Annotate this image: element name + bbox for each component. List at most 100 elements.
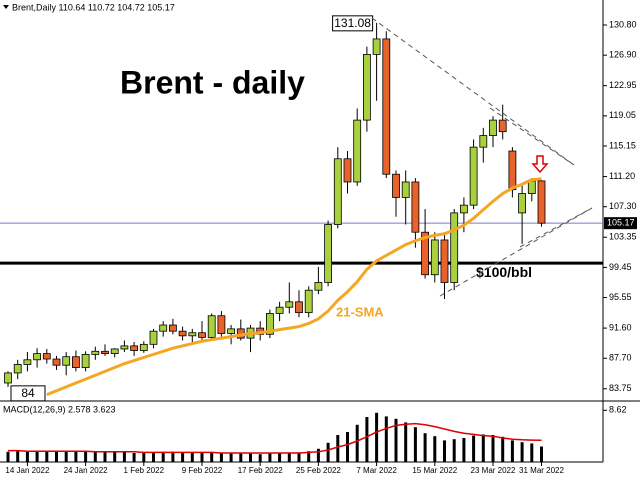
- macd-bar: [113, 452, 117, 462]
- candle-body: [81, 353, 90, 368]
- candle-body: [4, 372, 12, 384]
- trend-line: [371, 17, 575, 166]
- x-tick-label: 9 Feb 2022: [182, 466, 223, 475]
- macd-bar: [35, 450, 39, 462]
- macd-bar: [384, 416, 388, 462]
- trend-line: [489, 107, 575, 166]
- y-tick-label: 130.80: [609, 19, 637, 29]
- candle-body: [149, 330, 158, 345]
- macd-bar: [45, 450, 49, 462]
- candle-body: [168, 324, 177, 332]
- macd-bar: [326, 442, 330, 462]
- y-tick-label: 91.60: [609, 322, 632, 332]
- macd-bar: [152, 452, 155, 462]
- candle-body: [91, 350, 100, 355]
- macd-bar: [278, 453, 282, 462]
- trend-line: [439, 207, 593, 297]
- x-tick-label: 7 Mar 2022: [356, 466, 397, 475]
- macd-bar: [93, 451, 97, 462]
- macd-bar: [365, 417, 369, 462]
- low-box: [10, 385, 46, 402]
- macd-bar: [530, 443, 534, 462]
- sma-line: [46, 177, 542, 396]
- chart-title: Brent - daily: [120, 64, 305, 100]
- candle-body: [489, 119, 497, 136]
- macd-bar: [346, 432, 349, 462]
- candle-body: [421, 231, 430, 276]
- macd-bar: [491, 435, 495, 462]
- macd-bar: [190, 452, 194, 462]
- x-tick-label: 17 Feb 2022: [238, 466, 283, 475]
- y-tick-label: 119.05: [609, 110, 636, 120]
- candle-body: [139, 343, 148, 351]
- macd-bar: [55, 451, 58, 462]
- macd-bar: [132, 453, 136, 462]
- candle-body: [353, 119, 362, 183]
- macd-bar: [171, 451, 175, 462]
- y-tick-label: 122.95: [609, 80, 637, 90]
- candle-body: [198, 332, 206, 338]
- macd-bar: [472, 435, 476, 462]
- candle-body: [178, 330, 187, 337]
- candle-body: [52, 358, 61, 366]
- macd-bar: [404, 422, 408, 462]
- header-icon: [3, 5, 9, 9]
- candle-body: [527, 180, 536, 194]
- x-tick-label: 15 Mar 2022: [412, 466, 457, 475]
- plot-area: 130.80 126.90 122.95 119.05 115.15 111.20 107.…: [0, 15, 637, 475]
- macd-bar: [520, 442, 524, 462]
- y-tick-label: 83.75: [609, 383, 632, 393]
- trend-line: [519, 207, 593, 248]
- candle-body: [207, 315, 216, 338]
- macd-bar: [16, 451, 20, 462]
- y-tick-label: 111.20: [609, 171, 635, 181]
- candle-body: [62, 356, 71, 366]
- macd-bar: [161, 451, 165, 462]
- candle-body: [285, 301, 294, 308]
- y-tick-label: 87.70: [609, 353, 632, 363]
- macd-bar: [122, 452, 126, 462]
- y-tick-label: 115.15: [609, 140, 636, 150]
- x-tick-label: 24 Jan 2022: [64, 466, 109, 475]
- x-tick-label: 25 Feb 2022: [296, 466, 341, 475]
- candle-body: [217, 315, 226, 334]
- last-price-tag: [604, 217, 637, 230]
- down-arrow: [531, 155, 549, 174]
- macd-bar: [462, 438, 466, 462]
- macd-bar: [443, 440, 446, 462]
- y-tick-label: 8.62: [609, 405, 627, 415]
- x-tick-label: 31 Mar 2022: [519, 466, 564, 475]
- macd-bar: [355, 424, 359, 462]
- candle-body: [33, 353, 41, 361]
- macd-bar: [142, 453, 146, 462]
- macd-bar: [258, 454, 262, 462]
- candle-body: [295, 301, 303, 314]
- macd-bar: [316, 448, 320, 462]
- macd-bar: [540, 446, 543, 462]
- macd-bar: [501, 436, 505, 462]
- macd-bar: [307, 451, 311, 462]
- candle-body: [275, 306, 284, 314]
- sma-label: 21-SMA: [336, 304, 384, 319]
- macd-bar: [510, 440, 514, 462]
- candle-body: [469, 146, 478, 206]
- macd-bar: [6, 451, 10, 462]
- candle-body: [324, 224, 333, 283]
- macd-bar: [239, 453, 243, 462]
- candle-body: [450, 212, 459, 283]
- candle-body: [508, 150, 517, 191]
- candle-body: [304, 289, 313, 314]
- candle-body: [430, 239, 439, 276]
- macd-bar: [249, 453, 252, 462]
- candle-body: [120, 345, 129, 350]
- candle-body: [110, 348, 119, 355]
- candle-body: [518, 193, 526, 214]
- price-header: Brent,Daily 110.64 110.72 104.72 105.17: [12, 2, 175, 12]
- y-tick-label: 126.90: [609, 50, 637, 60]
- signal-line: [8, 422, 542, 454]
- candle-body: [23, 359, 32, 365]
- macd-bar: [268, 453, 272, 462]
- candle-body: [498, 119, 507, 133]
- y-tick-label: 103.35: [609, 232, 637, 242]
- x-tick-label: 14 Jan 2022: [5, 466, 50, 475]
